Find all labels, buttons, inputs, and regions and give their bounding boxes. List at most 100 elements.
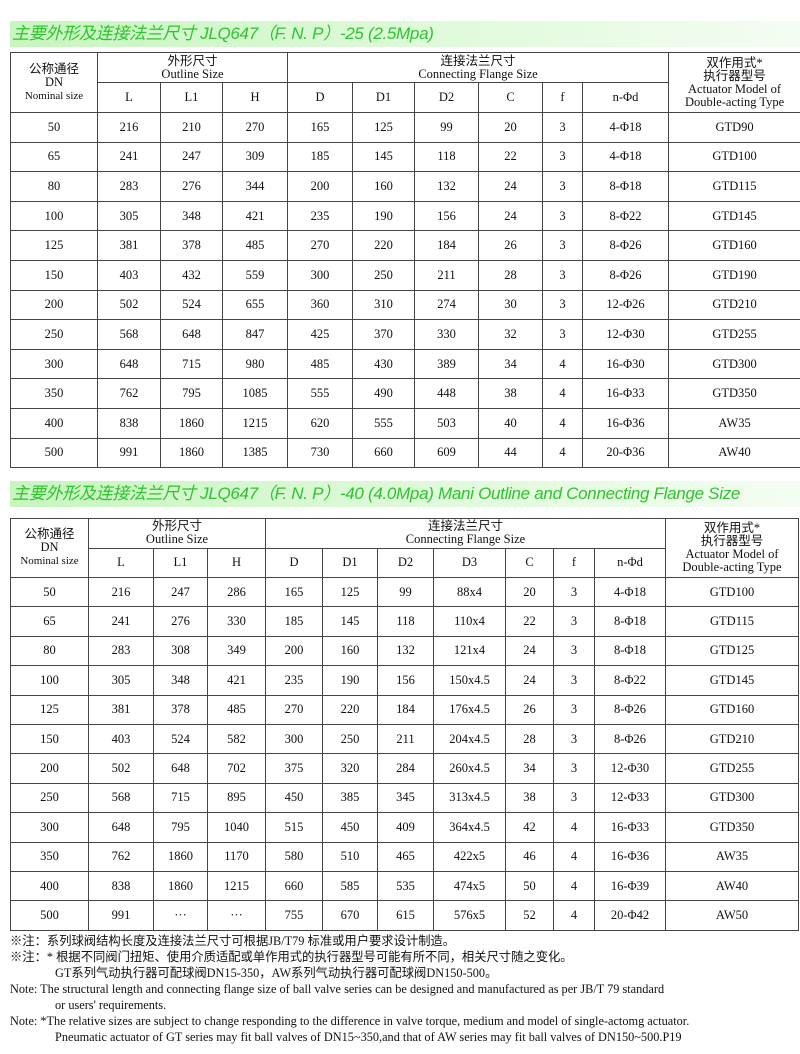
table-cell: 34 — [478, 348, 543, 380]
table-cell: AW35 — [668, 407, 800, 439]
table-cell: 349 — [207, 635, 266, 667]
table-cell: 286 — [207, 576, 266, 608]
table-cell: 615 — [377, 900, 434, 931]
table-cell: 715 — [160, 348, 223, 380]
column-header: D1 — [322, 547, 378, 578]
table-cell: 185 — [265, 606, 323, 637]
table-cell: 24 — [478, 200, 543, 232]
table-cell: 3 — [553, 576, 595, 608]
table-cell: GTD255 — [668, 319, 800, 350]
table-cell: 4-Φ18 — [581, 141, 670, 173]
table-cell: 20 — [505, 576, 554, 608]
table-cell: 838 — [88, 870, 154, 902]
table-cell: 450 — [265, 782, 323, 814]
table-cell: 145 — [352, 141, 415, 173]
table-cell: 1860 — [160, 437, 223, 469]
table-cell: GTD300 — [665, 782, 799, 814]
table-cell: 8-Φ18 — [594, 606, 666, 637]
table-cell: GTD90 — [668, 112, 800, 143]
table-cell: 200 — [10, 289, 98, 321]
table-cell: 118 — [414, 141, 479, 173]
table-row: 500 991 ··· ··· 755 670 615 576x5 52 4 20-Φ42 AW50 — [10, 900, 799, 931]
table-cell: 270 — [222, 112, 288, 143]
table-cell: 308 — [153, 635, 208, 667]
table-cell: 409 — [377, 812, 434, 843]
note-en-1: Note: The structural length and connecti… — [10, 982, 665, 996]
table-cell: 991 — [88, 900, 154, 931]
table-cell: 12-Φ30 — [581, 319, 670, 350]
table-cell: 348 — [153, 665, 208, 696]
table-cell: 204x4.5 — [433, 723, 506, 755]
table-row: 125 381 378 485 270 220 184 26 3 8-Φ26 GTD160 — [10, 230, 800, 261]
column-header: H — [222, 82, 288, 113]
table-cell: 250 — [352, 259, 415, 291]
table-cell: 12-Φ30 — [594, 753, 666, 784]
table-cell: 28 — [505, 723, 554, 755]
table-cell: 276 — [153, 606, 208, 637]
table-cell: 502 — [88, 753, 154, 784]
header-text: Connecting Flange Size — [418, 66, 538, 81]
table-cell: 702 — [207, 753, 266, 784]
table-cell: 283 — [97, 171, 161, 202]
table-cell: 300 — [10, 348, 98, 380]
column-header: f — [553, 547, 595, 578]
table-cell: 20 — [478, 112, 543, 143]
table-row: 50 216 210 270 165 125 99 20 3 4-Φ18 GTD90 — [10, 112, 800, 143]
table-row: 125 381 378 485 270 220 184 176x4.5 26 3 8-Φ26 GTD1… — [10, 694, 799, 725]
table-cell: 4 — [553, 870, 595, 902]
table-cell: 260x4.5 — [433, 753, 506, 784]
table-cell: GTD300 — [668, 348, 800, 380]
column-header: C — [505, 547, 554, 578]
table-cell: 156 — [377, 665, 434, 696]
header-text: 连接法兰尺寸 — [427, 519, 503, 534]
table-cell: 847 — [222, 319, 288, 350]
table-cell: 555 — [352, 407, 415, 439]
table-cell: 247 — [153, 576, 208, 608]
table-cell: 375 — [265, 753, 323, 784]
table-cell: 4 — [553, 812, 595, 843]
table-cell: 3 — [542, 171, 583, 202]
table-cell: 200 — [265, 635, 323, 667]
table-cell: 730 — [287, 437, 353, 469]
table-cell: 3 — [542, 259, 583, 291]
table-cell: 1860 — [160, 407, 223, 439]
table-cell: 3 — [553, 694, 595, 725]
table-cell: 648 — [88, 812, 154, 843]
table-cell: GTD350 — [665, 812, 799, 843]
column-header: n-Φd — [581, 82, 670, 113]
table-cell: 16-Φ33 — [594, 812, 666, 843]
column-header: L1 — [160, 82, 223, 113]
table-cell: 3 — [553, 635, 595, 667]
table-cell: 16-Φ30 — [581, 348, 670, 380]
table-cell: 4 — [553, 841, 595, 872]
table-cell: 421 — [222, 200, 288, 232]
table-cell: 8-Φ22 — [594, 665, 666, 696]
table-cell: 38 — [505, 782, 554, 814]
table-cell: 100 — [10, 665, 89, 696]
table-row: 150 403 432 559 300 250 211 28 3 8-Φ26 GTD190 — [10, 259, 800, 291]
table-cell: 580 — [265, 841, 323, 872]
note-en-1-cont: or users' requirements. — [55, 998, 167, 1012]
table-cell: 12-Φ33 — [594, 782, 666, 814]
table-cell: 330 — [414, 319, 479, 350]
note-en-2: Note: *The relative sizes are subject to… — [10, 1014, 690, 1028]
table-cell: 160 — [322, 635, 378, 667]
header-text: 连接法兰尺寸 — [440, 53, 516, 68]
table-cell: 421 — [207, 665, 266, 696]
column-header: n-Φd — [594, 547, 666, 578]
table-row: 250 568 715 895 450 385 345 313x4.5 38 3 12-Φ33 GTD… — [10, 782, 799, 814]
table-cell: 125 — [352, 112, 415, 143]
header-text: Outline Size — [161, 66, 224, 81]
header-text: Nominal size — [20, 555, 79, 567]
table-cell: 448 — [414, 378, 479, 409]
table-cell: 235 — [265, 665, 323, 696]
table-row: 500 991 1860 1385 730 660 609 44 4 20-Φ36 AW40 — [10, 437, 800, 469]
table-cell: 400 — [10, 407, 98, 439]
table-cell: 381 — [88, 694, 154, 725]
table-cell: 8-Φ26 — [581, 230, 670, 261]
table-cell: 555 — [287, 378, 353, 409]
table-cell: 80 — [10, 635, 89, 667]
table-cell: 474x5 — [433, 870, 506, 902]
table-cell: 4-Φ18 — [594, 576, 666, 608]
table-row: 80 283 308 349 200 160 132 121x4 24 3 8-Φ18 GTD125 — [10, 635, 799, 667]
